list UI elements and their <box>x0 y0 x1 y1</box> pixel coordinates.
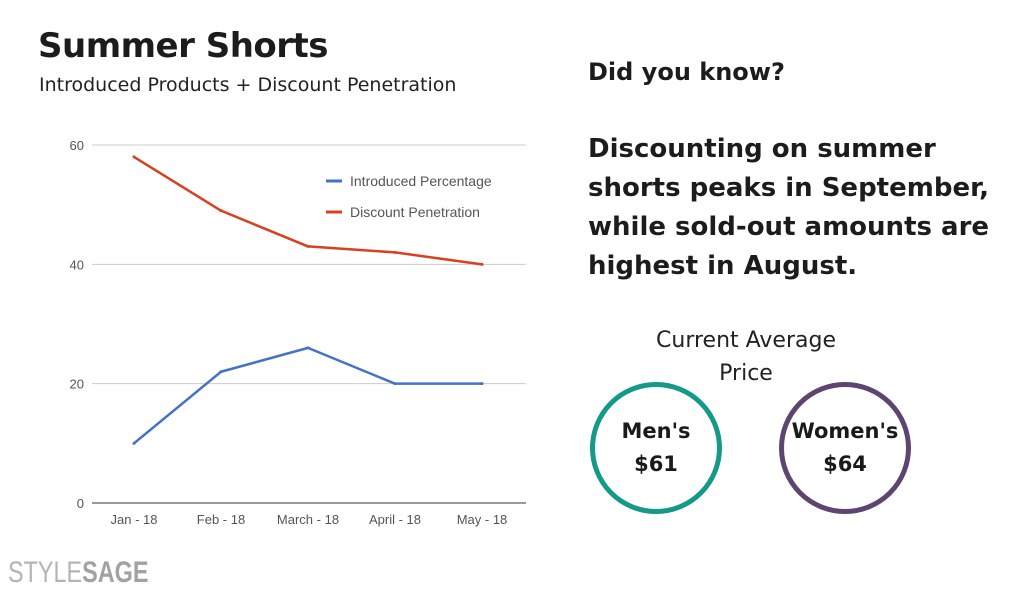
y-tick-label: 0 <box>77 496 84 511</box>
series-line <box>133 346 482 445</box>
stylesage-logo: STYLESAGE <box>8 556 148 590</box>
chart-subtitle: Introduced Products + Discount Penetrati… <box>39 74 457 96</box>
data-point <box>219 209 223 213</box>
data-point <box>132 441 136 445</box>
legend-label: Introduced Percentage <box>350 173 492 189</box>
x-tick-label: March - 18 <box>277 512 339 527</box>
y-tick-label: 20 <box>70 377 84 392</box>
logo-part-style: STYLE <box>8 556 83 589</box>
data-point <box>393 250 397 254</box>
x-tick-label: Feb - 18 <box>197 512 245 527</box>
callout-text: Discounting on summer shorts peaks in Se… <box>588 134 990 281</box>
data-point <box>219 370 223 374</box>
womens-price-circle: Women's $64 <box>779 382 911 514</box>
y-tick-label: 60 <box>70 138 84 153</box>
line-chart: 0 20 40 60 Jan - 18 Feb - 18 March - 18 April -… <box>70 138 526 527</box>
x-tick-label: April - 18 <box>369 512 421 527</box>
y-tick-label: 40 <box>70 257 84 272</box>
data-point <box>480 382 484 386</box>
womens-price-label: Women's <box>791 419 899 443</box>
x-tick-label: May - 18 <box>457 512 508 527</box>
data-point <box>393 382 397 386</box>
data-point <box>132 155 136 159</box>
price-heading: Current Average Price <box>656 328 836 386</box>
chart-title: Summer Shorts <box>38 26 329 66</box>
logo-part-sage: SAGE <box>82 556 149 589</box>
womens-price-value: $64 <box>823 452 867 476</box>
mens-price-value: $61 <box>634 452 678 476</box>
data-point <box>306 346 310 350</box>
legend-label: Discount Penetration <box>350 204 480 220</box>
data-point <box>306 244 310 248</box>
mens-price-circle: Men's $61 <box>590 382 722 514</box>
data-point <box>480 262 484 266</box>
mens-price-label: Men's <box>621 419 691 443</box>
x-tick-label: Jan - 18 <box>111 512 158 527</box>
callout-heading: Did you know? <box>588 58 785 86</box>
